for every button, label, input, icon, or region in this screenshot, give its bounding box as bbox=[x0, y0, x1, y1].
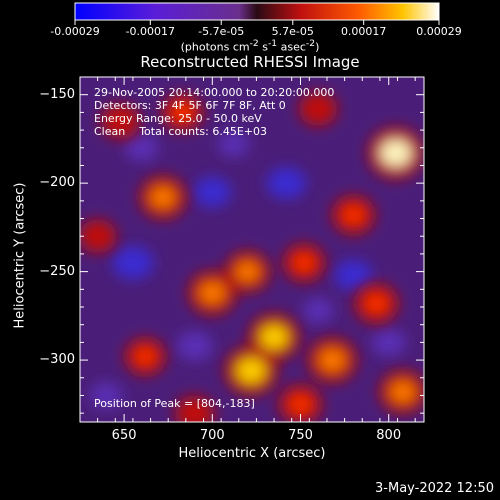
heatmap-coldspot bbox=[193, 177, 231, 207]
x-tick-label: 650 bbox=[111, 428, 137, 443]
heatmap-coldspot bbox=[217, 131, 250, 157]
heatmap-hotspot bbox=[150, 186, 176, 208]
x-tick-label: 800 bbox=[376, 428, 402, 443]
plot-frame bbox=[79, 76, 425, 423]
heatmap-coldspot bbox=[266, 167, 307, 199]
colorbar bbox=[74, 2, 440, 21]
annotation-clean-counts: Clean Total counts: 6.45E+03 bbox=[94, 125, 268, 138]
colorbar-tick-label: 5.7e-05 bbox=[271, 25, 314, 38]
colorbar-unit-label: (photons cm-2 s-1 asec-2) bbox=[180, 38, 320, 54]
y-axis-label: Heliocentric Y (arcsec) bbox=[12, 182, 28, 329]
heatmap-hotspot bbox=[185, 404, 205, 422]
chart-title: Reconstructed RHESSI Image bbox=[140, 53, 360, 71]
heatmap-hotspot bbox=[134, 347, 156, 366]
heatmap-coldspot bbox=[124, 134, 159, 162]
y-tick-label: −250 bbox=[39, 263, 75, 279]
axis-ticks bbox=[79, 76, 424, 422]
heatmap-coldspot bbox=[302, 297, 334, 324]
heatmap-hotspot bbox=[236, 358, 266, 384]
colorbar-tick-label: 0.00017 bbox=[340, 25, 387, 38]
annotation-detectors: Detectors: 3F 4F 5F 6F 7F 8F, Att 0 bbox=[94, 99, 286, 112]
heatmap-hotspot bbox=[235, 261, 260, 282]
heatmap-hotspot bbox=[260, 325, 288, 349]
heatmap-hotspot bbox=[380, 139, 412, 167]
heatmap-coldspot bbox=[371, 328, 406, 357]
heatmap-hotspot bbox=[289, 394, 312, 414]
peak-position-label: Position of Peak = [804,-183] bbox=[94, 397, 255, 410]
heatmap-coldspot bbox=[90, 382, 123, 409]
colorbar-tick-label: 0.00029 bbox=[416, 25, 462, 38]
heatmap-coldspot bbox=[334, 259, 373, 291]
heatmap-hotspot bbox=[390, 381, 416, 403]
x-tick-label: 700 bbox=[199, 428, 225, 443]
y-tick-label: −200 bbox=[39, 175, 75, 191]
date-stamp: 3-May-2022 12:50 bbox=[375, 481, 494, 496]
annotation-block: 29-Nov-2005 20:14:00.000 to 20:20:00.000… bbox=[94, 86, 334, 138]
heatmap-hotspot bbox=[308, 100, 328, 117]
x-axis-label: Heliocentric X (arcsec) bbox=[178, 446, 326, 461]
colorbar-tick-label: -0.00029 bbox=[50, 25, 100, 38]
heatmap-hotspot bbox=[342, 205, 365, 225]
heatmap-hotspot bbox=[199, 281, 226, 304]
heatmap-coldspot bbox=[112, 246, 154, 280]
heatmap-hotspot bbox=[319, 348, 346, 372]
colorbar-tick-label: -0.00017 bbox=[125, 25, 176, 38]
x-tick-label: 750 bbox=[288, 428, 313, 443]
heatmap-hotspot bbox=[171, 103, 193, 122]
heatmap-coldspot bbox=[176, 331, 213, 361]
heatmap-hotspot bbox=[365, 293, 388, 314]
y-tick-label: −300 bbox=[39, 352, 75, 368]
heatmap-hotspot bbox=[293, 253, 315, 272]
heatmap-hotspot bbox=[110, 112, 131, 130]
heatmap-hotspot bbox=[88, 228, 107, 244]
colorbar-tick-label: -5.7e-05 bbox=[198, 25, 245, 38]
annotation-time-range: 29-Nov-2005 20:14:00.000 to 20:20:00.000 bbox=[94, 86, 335, 99]
y-tick-label: −150 bbox=[39, 86, 75, 102]
heatmap-image bbox=[80, 77, 424, 422]
annotation-energy-range: Energy Range: 25.0 - 50.0 keV bbox=[94, 112, 262, 125]
